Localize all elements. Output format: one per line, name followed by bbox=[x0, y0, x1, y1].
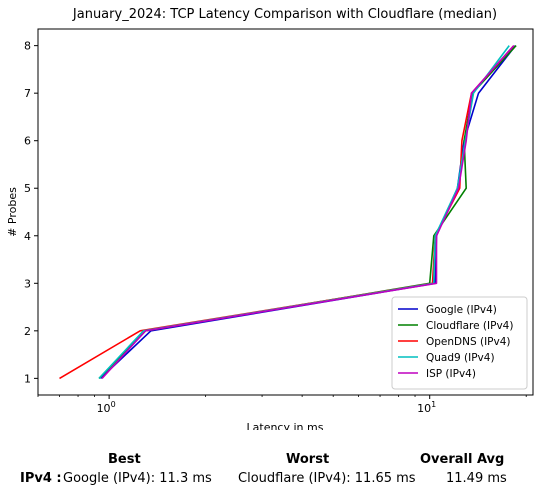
legend-label: ISP (IPv4) bbox=[426, 368, 476, 380]
y-tick-label: 4 bbox=[24, 230, 31, 243]
y-tick-label: 3 bbox=[24, 277, 31, 290]
y-tick-label: 2 bbox=[24, 325, 31, 338]
worst-value: Cloudflare (IPv4): 11.65 ms bbox=[238, 471, 416, 486]
series-line-isp-ipv4 bbox=[101, 45, 515, 379]
legend-label: OpenDNS (IPv4) bbox=[426, 336, 511, 348]
best-header: Best bbox=[108, 452, 141, 467]
y-tick-label: 6 bbox=[24, 135, 31, 148]
legend: Google (IPv4) Cloudflare (IPv4) OpenDNS (I… bbox=[391, 296, 528, 390]
chart-title: January_2024: TCP Latency Comparison wit… bbox=[72, 7, 497, 22]
legend-box bbox=[391, 296, 528, 390]
ipv4-row-label: IPv4 : bbox=[20, 471, 62, 486]
plot-frame bbox=[37, 28, 534, 396]
y-tick-label: 7 bbox=[24, 87, 31, 100]
legend-label: Cloudflare (IPv4) bbox=[426, 320, 513, 332]
latency-chart: January_2024: TCP Latency Comparison wit… bbox=[6, 7, 534, 430]
overall-avg-value: 11.49 ms bbox=[446, 471, 507, 486]
worst-header: Worst bbox=[286, 452, 330, 467]
overall-avg-header: Overall Avg bbox=[420, 452, 505, 467]
y-tick-label: 8 bbox=[24, 40, 31, 53]
x-axis-label: Latency in ms bbox=[247, 421, 324, 430]
best-value: Google (IPv4): 11.3 ms bbox=[63, 471, 212, 486]
y-tick-label: 1 bbox=[24, 372, 31, 385]
x-tick-label: 100 bbox=[97, 400, 116, 415]
legend-label: Quad9 (IPv4) bbox=[426, 352, 495, 364]
y-tick-label: 5 bbox=[24, 182, 31, 195]
y-axis-label: # Probes bbox=[6, 187, 19, 237]
x-tick-label: 101 bbox=[417, 400, 436, 415]
legend-label: Google (IPv4) bbox=[426, 304, 497, 316]
